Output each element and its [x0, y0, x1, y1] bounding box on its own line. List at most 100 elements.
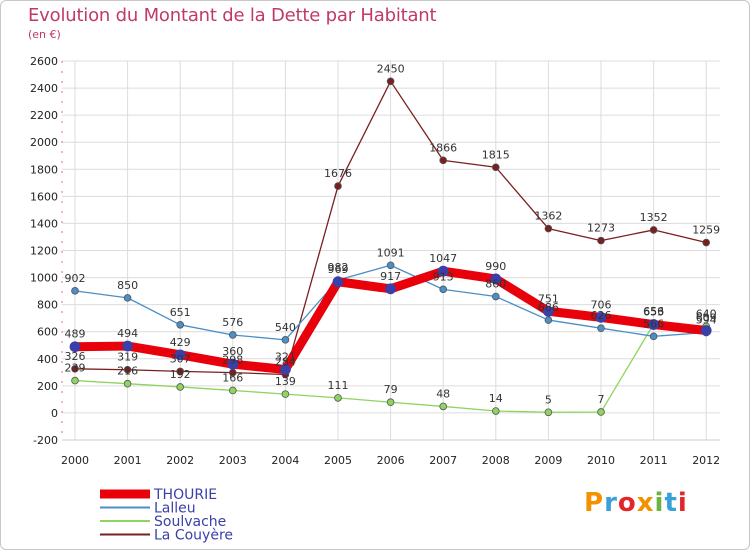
y-tick-label: 2400 [30, 82, 58, 95]
data-point-La Couyère [597, 236, 605, 245]
grid [62, 60, 720, 441]
data-label-Lalleu: 686 [538, 301, 559, 314]
y-tick-label: 600 [37, 326, 58, 339]
data-label-Soulvache: 5 [545, 393, 552, 406]
data-point-Soulvache [71, 376, 79, 385]
data-label-La Couyère: 1352 [640, 211, 668, 224]
data-point-THOURIE [648, 319, 659, 330]
data-label-Lalleu: 626 [591, 309, 612, 322]
data-point-Lalleu [597, 324, 605, 332]
y-tick-label: 0 [51, 407, 58, 420]
data-label-THOURIE: 969 [328, 263, 349, 276]
data-label-THOURIE: 609 [696, 311, 717, 324]
y-tick-label: -200 [33, 434, 58, 447]
x-tick-label: 2004 [271, 454, 299, 467]
data-point-Soulvache [544, 408, 553, 417]
data-point-Soulvache [597, 408, 605, 416]
x-tick-label: 2006 [377, 454, 405, 467]
data-label-Soulvache: 656 [643, 305, 664, 318]
data-point-Soulvache [281, 390, 290, 398]
logo-letter: r [604, 488, 618, 518]
chart-title: Evolution du Montant de la Dette par Hab… [28, 5, 437, 26]
y-tick-label: 200 [37, 380, 58, 393]
data-label-THOURIE: 917 [380, 270, 401, 283]
data-label-La Couyère: 319 [117, 351, 138, 364]
data-label-La Couyère: 307 [170, 352, 191, 365]
axes: -200 0 200 400 600 800 1000 1200 1400 1600 1800 200… [30, 55, 720, 467]
y-tick-label: 1600 [30, 190, 58, 203]
data-point-Lalleu [123, 294, 132, 302]
data-label-THOURIE: 321 [275, 350, 296, 363]
x-tick-label: 2005 [324, 454, 352, 467]
data-point-THOURIE [332, 276, 344, 288]
data-label-Soulvache: 139 [275, 375, 296, 388]
data-point-La Couyère [491, 163, 500, 172]
logo-letter: t [664, 488, 678, 518]
data-label-THOURIE: 494 [117, 327, 138, 340]
data-label-La Couyère: 1362 [534, 210, 562, 223]
x-tick-label: 2009 [534, 454, 562, 467]
logo-letter: x [636, 488, 655, 518]
data-point-Soulvache [123, 379, 132, 388]
data-point-La Couyère [176, 367, 185, 376]
data-label-Lalleu: 576 [222, 316, 243, 329]
data-label-La Couyère: 1676 [324, 167, 352, 180]
data-point-THOURIE [700, 325, 712, 336]
x-tick-label: 2002 [166, 454, 194, 467]
legend-label: Lalleu [154, 501, 196, 517]
x-tick-label: 2011 [640, 454, 668, 467]
data-label-Soulvache: 48 [436, 387, 450, 400]
data-point-La Couyère [386, 77, 395, 86]
data-label-La Couyère: 298 [222, 354, 243, 367]
data-label-Soulvache: 192 [170, 368, 191, 381]
y-tick-label: 1400 [30, 217, 58, 230]
data-label-La Couyère: 326 [65, 350, 86, 363]
data-label-Soulvache: 14 [489, 392, 503, 405]
data-point-Soulvache [491, 407, 500, 415]
data-label-THOURIE: 1047 [429, 252, 457, 265]
data-point-Lalleu [649, 332, 658, 341]
y-tick-label: 2600 [30, 55, 58, 68]
data-point-Lalleu [229, 331, 237, 339]
logo-letter: P [584, 488, 605, 518]
data-label-THOURIE: 706 [591, 298, 612, 311]
x-tick-label: 2000 [61, 454, 89, 467]
data-point-Lalleu [281, 336, 290, 344]
data-label-Soulvache: 216 [117, 365, 138, 378]
data-point-Lalleu [544, 316, 553, 324]
data-point-Lalleu [386, 261, 395, 270]
data-point-THOURIE [595, 311, 607, 323]
data-label-THOURIE: 429 [170, 336, 191, 349]
data-point-La Couyère [334, 182, 342, 190]
data-point-La Couyère [439, 156, 448, 165]
data-point-THOURIE [385, 283, 397, 295]
data-label-THOURIE: 489 [65, 328, 86, 341]
data-point-Lalleu [439, 285, 448, 294]
data-label-THOURIE: 653 [643, 306, 664, 319]
data-label-THOURIE: 360 [222, 345, 243, 358]
data-point-La Couyère [649, 226, 658, 234]
y-tick-label: 1800 [30, 163, 58, 176]
data-label-La Couyère: 1259 [692, 224, 720, 237]
data-label-Lalleu: 860 [485, 278, 506, 291]
data-point-THOURIE [174, 349, 186, 361]
data-point-THOURIE [279, 364, 291, 375]
data-point-THOURIE [69, 341, 81, 353]
chart-unit: (en €) [28, 28, 61, 41]
data-point-Lalleu [71, 287, 79, 295]
data-label-La Couyère: 1273 [587, 222, 615, 235]
x-tick-label: 2007 [429, 454, 457, 467]
logo-letter: o [617, 488, 637, 518]
data-label-Lalleu: 850 [117, 279, 138, 292]
proxiti-logo: Proxiti [584, 488, 688, 518]
data-point-THOURIE [543, 305, 554, 317]
data-label-Lalleu: 982 [328, 261, 349, 274]
x-tick-label: 2012 [692, 454, 720, 467]
data-point-THOURIE [122, 340, 133, 352]
data-label-Lalleu: 1091 [377, 246, 405, 259]
x-tick-label: 2010 [587, 454, 615, 467]
x-tick-label: 2003 [219, 454, 247, 467]
data-point-La Couyère [123, 365, 132, 374]
y-tick-label: 2000 [30, 136, 58, 149]
